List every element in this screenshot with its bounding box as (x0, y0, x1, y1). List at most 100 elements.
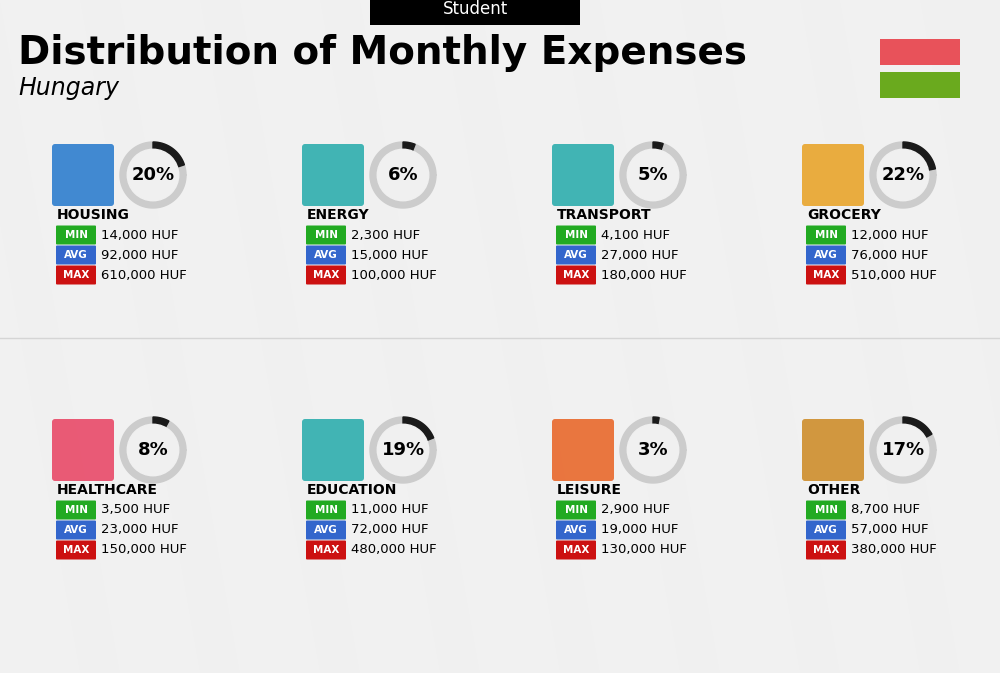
Text: MIN: MIN (64, 230, 88, 240)
FancyBboxPatch shape (56, 501, 96, 520)
FancyBboxPatch shape (556, 501, 596, 520)
FancyBboxPatch shape (306, 501, 346, 520)
Text: Student: Student (442, 0, 508, 18)
FancyBboxPatch shape (802, 144, 864, 206)
Text: ENERGY: ENERGY (307, 208, 370, 222)
FancyBboxPatch shape (306, 225, 346, 244)
Polygon shape (120, 142, 186, 208)
Polygon shape (240, 0, 440, 673)
Text: LEISURE: LEISURE (557, 483, 622, 497)
Text: 3%: 3% (638, 441, 668, 459)
Text: 180,000 HUF: 180,000 HUF (601, 269, 687, 281)
Polygon shape (0, 0, 80, 673)
Text: 19%: 19% (381, 441, 425, 459)
Text: 610,000 HUF: 610,000 HUF (101, 269, 187, 281)
Text: MAX: MAX (563, 545, 589, 555)
Polygon shape (120, 0, 320, 673)
Polygon shape (903, 142, 935, 170)
Polygon shape (480, 0, 680, 673)
FancyBboxPatch shape (556, 246, 596, 264)
FancyBboxPatch shape (556, 540, 596, 559)
Text: 3,500 HUF: 3,500 HUF (101, 503, 170, 516)
Text: 100,000 HUF: 100,000 HUF (351, 269, 437, 281)
Text: AVG: AVG (64, 525, 88, 535)
Circle shape (627, 149, 679, 201)
Circle shape (877, 149, 929, 201)
Text: HEALTHCARE: HEALTHCARE (57, 483, 158, 497)
Polygon shape (620, 417, 686, 483)
FancyBboxPatch shape (806, 501, 846, 520)
Polygon shape (620, 142, 686, 208)
Circle shape (377, 424, 429, 476)
FancyBboxPatch shape (806, 540, 846, 559)
FancyBboxPatch shape (556, 520, 596, 540)
FancyBboxPatch shape (556, 225, 596, 244)
FancyBboxPatch shape (552, 144, 614, 206)
Text: 22%: 22% (881, 166, 925, 184)
Text: MAX: MAX (313, 270, 339, 280)
Circle shape (377, 149, 429, 201)
FancyBboxPatch shape (302, 419, 364, 481)
FancyBboxPatch shape (302, 144, 364, 206)
Polygon shape (370, 417, 436, 483)
Polygon shape (840, 0, 1000, 673)
Text: MAX: MAX (813, 545, 839, 555)
FancyBboxPatch shape (552, 419, 614, 481)
Text: 12,000 HUF: 12,000 HUF (851, 229, 928, 242)
FancyBboxPatch shape (52, 144, 114, 206)
Text: HOUSING: HOUSING (57, 208, 130, 222)
Text: 2,300 HUF: 2,300 HUF (351, 229, 420, 242)
FancyBboxPatch shape (306, 266, 346, 285)
FancyBboxPatch shape (56, 225, 96, 244)
Text: MAX: MAX (63, 545, 89, 555)
Polygon shape (870, 142, 936, 208)
Text: 2,900 HUF: 2,900 HUF (601, 503, 670, 516)
Polygon shape (370, 142, 436, 208)
Text: MIN: MIN (314, 505, 338, 515)
Circle shape (627, 424, 679, 476)
Text: AVG: AVG (564, 525, 588, 535)
Text: MIN: MIN (564, 505, 588, 515)
Polygon shape (153, 142, 184, 167)
Polygon shape (0, 0, 200, 673)
FancyBboxPatch shape (56, 266, 96, 285)
Text: 27,000 HUF: 27,000 HUF (601, 248, 678, 262)
Polygon shape (403, 142, 415, 151)
FancyBboxPatch shape (306, 520, 346, 540)
Text: Distribution of Monthly Expenses: Distribution of Monthly Expenses (18, 34, 747, 72)
Polygon shape (870, 417, 936, 483)
Polygon shape (153, 417, 169, 427)
FancyBboxPatch shape (306, 246, 346, 264)
Text: TRANSPORT: TRANSPORT (557, 208, 652, 222)
Text: MIN: MIN (64, 505, 88, 515)
Text: GROCERY: GROCERY (807, 208, 881, 222)
FancyBboxPatch shape (806, 246, 846, 264)
Polygon shape (720, 0, 920, 673)
Text: 76,000 HUF: 76,000 HUF (851, 248, 928, 262)
Text: MAX: MAX (813, 270, 839, 280)
Polygon shape (403, 417, 434, 441)
FancyBboxPatch shape (370, 0, 580, 25)
FancyBboxPatch shape (556, 266, 596, 285)
FancyBboxPatch shape (806, 266, 846, 285)
Text: AVG: AVG (814, 525, 838, 535)
Text: 4,100 HUF: 4,100 HUF (601, 229, 670, 242)
Text: 14,000 HUF: 14,000 HUF (101, 229, 178, 242)
FancyBboxPatch shape (806, 520, 846, 540)
Text: AVG: AVG (314, 250, 338, 260)
Text: AVG: AVG (314, 525, 338, 535)
Text: 57,000 HUF: 57,000 HUF (851, 524, 928, 536)
Text: MIN: MIN (814, 505, 838, 515)
Text: 72,000 HUF: 72,000 HUF (351, 524, 428, 536)
Text: 510,000 HUF: 510,000 HUF (851, 269, 937, 281)
Polygon shape (120, 417, 186, 483)
FancyBboxPatch shape (56, 246, 96, 264)
Text: AVG: AVG (564, 250, 588, 260)
Text: 92,000 HUF: 92,000 HUF (101, 248, 178, 262)
Polygon shape (360, 0, 560, 673)
Circle shape (127, 149, 179, 201)
Polygon shape (903, 417, 932, 437)
Text: 15,000 HUF: 15,000 HUF (351, 248, 428, 262)
FancyBboxPatch shape (56, 520, 96, 540)
FancyBboxPatch shape (802, 419, 864, 481)
